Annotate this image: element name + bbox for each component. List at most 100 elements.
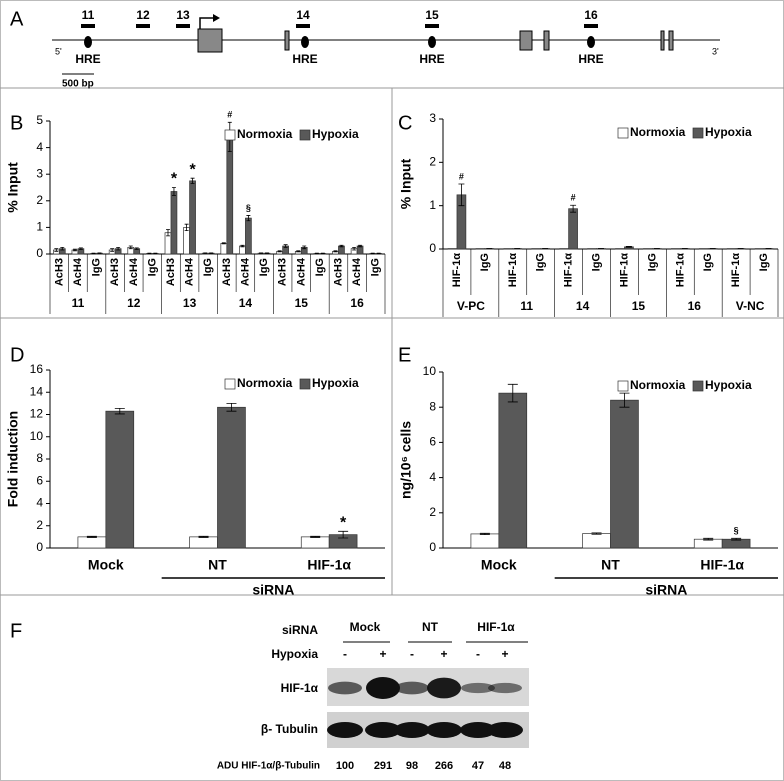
y-tick-label: 4 <box>36 140 43 154</box>
tss-arrow <box>199 17 214 29</box>
group-label: 11 <box>72 296 85 310</box>
x-tick-label: IgG <box>370 258 382 276</box>
legend-swatch <box>617 380 629 392</box>
bar <box>470 533 500 549</box>
adu-value: 47 <box>472 760 484 772</box>
error-bar <box>570 204 577 213</box>
region-label: 12 <box>136 8 150 22</box>
x-tick-label: AcH3 <box>165 258 177 286</box>
x-tick-label: AcH4 <box>72 257 84 286</box>
group-label: 16 <box>350 296 364 310</box>
group-label: V-NC <box>736 299 765 313</box>
x-tick-label: IgG <box>146 258 158 276</box>
x-tick-label: IgG <box>91 258 103 276</box>
y-tick-label: 0 <box>36 246 43 260</box>
row-label: HIF-1α <box>281 681 319 695</box>
group-label: V-PC <box>457 299 485 313</box>
annotation: § <box>246 203 251 213</box>
panel-label: C <box>398 112 412 134</box>
region-label: 11 <box>82 8 95 22</box>
bar <box>559 248 569 250</box>
error-bar <box>731 537 742 541</box>
error-bar <box>134 247 139 250</box>
legend-label: Hypoxia <box>705 125 752 139</box>
error-bar <box>302 245 307 250</box>
y-axis-label: Fold induction <box>5 411 21 507</box>
error-bar <box>277 250 282 253</box>
hypoxia-state: - <box>410 647 414 661</box>
bar <box>189 536 218 549</box>
bar <box>498 392 528 549</box>
group-label: 14 <box>239 296 253 310</box>
tubulin-band <box>460 722 496 738</box>
panel-label: D <box>10 344 24 366</box>
x-tick-label: IgG <box>535 253 547 271</box>
error-bar <box>265 252 269 254</box>
bar <box>447 248 458 250</box>
x-tick-label: AcH4 <box>351 257 363 286</box>
error-bar <box>54 248 59 252</box>
region-bar <box>176 24 190 28</box>
x-tick-label: HIF-1α <box>700 557 744 573</box>
bar <box>698 248 709 250</box>
hre-site <box>587 36 595 48</box>
condition-label: NT <box>422 620 439 634</box>
tubulin-band <box>487 722 523 738</box>
bar <box>721 538 751 549</box>
error-bar <box>259 252 264 254</box>
region-bar <box>296 24 310 28</box>
three-prime: 3' <box>712 46 719 56</box>
annotation: # <box>227 110 232 120</box>
group-label: 14 <box>576 299 590 313</box>
error-bar <box>507 383 518 403</box>
x-tick-label: NT <box>601 557 620 573</box>
bar <box>643 248 653 250</box>
condition-label: Mock <box>350 620 381 634</box>
x-tick-label: IgG <box>202 258 214 276</box>
tubulin-band <box>426 722 462 738</box>
scale-label: 500 bp <box>62 79 94 90</box>
tubulin-band <box>365 722 401 738</box>
hypoxia-state: + <box>501 647 508 661</box>
hif-band <box>366 677 400 699</box>
adu-value: 291 <box>374 760 392 772</box>
legend-swatch <box>224 129 236 141</box>
error-bar <box>190 177 195 184</box>
group-label: 16 <box>688 299 702 313</box>
error-bar <box>333 250 338 253</box>
annotation: § <box>734 526 739 536</box>
hypoxia-state: + <box>379 647 386 661</box>
legend-swatch <box>299 129 311 141</box>
error-bar <box>458 183 465 207</box>
x-tick-label: Mock <box>88 557 124 573</box>
error-bar <box>166 229 170 237</box>
x-tick-label: IgG <box>479 253 491 271</box>
bar <box>475 248 486 250</box>
annotation: # <box>459 171 464 181</box>
legend-label: Normoxia <box>237 376 293 390</box>
y-tick-label: 10 <box>423 364 437 378</box>
x-tick-label: IgG <box>702 253 714 271</box>
error-bar <box>171 187 176 196</box>
error-bar <box>296 250 301 253</box>
panel-label: F <box>10 620 22 642</box>
bar <box>568 208 578 250</box>
region-label: 14 <box>296 8 310 22</box>
error-bar <box>619 392 630 408</box>
x-tick-label: NT <box>208 557 227 573</box>
hre-label: HRE <box>75 52 100 66</box>
region-bar <box>425 24 439 28</box>
adu-value: 98 <box>406 760 418 772</box>
bar <box>217 406 246 549</box>
x-tick-label: IgG <box>646 253 658 271</box>
region-bar <box>81 24 95 28</box>
error-bar <box>60 246 65 251</box>
error-bar <box>240 244 245 248</box>
x-tick-label: IgG <box>258 258 270 276</box>
y-tick-label: 12 <box>30 407 44 421</box>
error-bar <box>370 252 375 255</box>
hypoxia-label: Hypoxia <box>271 647 318 661</box>
exon <box>519 30 533 51</box>
group-label: 11 <box>520 299 533 313</box>
error-bar <box>198 535 209 538</box>
